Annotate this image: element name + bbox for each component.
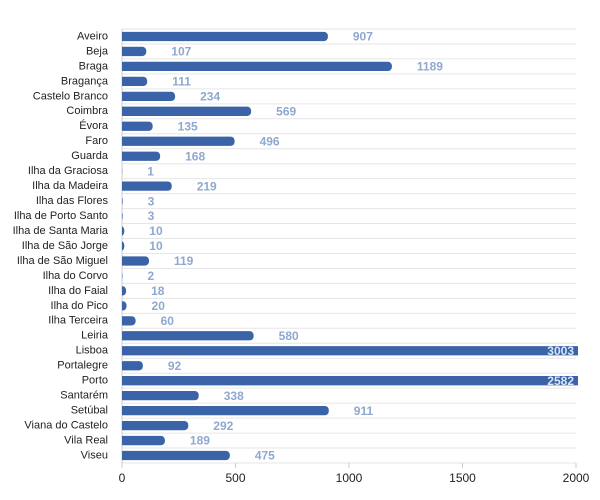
y-tick-label: Ilha de Porto Santo bbox=[14, 210, 108, 222]
bar bbox=[122, 76, 148, 87]
value-label: 234 bbox=[200, 90, 220, 104]
y-tick-label: Leiria bbox=[81, 330, 109, 342]
value-label: 92 bbox=[168, 359, 182, 373]
y-tick-label: Ilha do Faial bbox=[48, 285, 108, 297]
bar bbox=[122, 151, 161, 161]
value-label: 496 bbox=[260, 134, 280, 148]
value-label: 1189 bbox=[417, 60, 443, 74]
bar bbox=[122, 435, 165, 446]
bar bbox=[122, 61, 392, 72]
y-tick-label: Évora bbox=[79, 119, 109, 132]
value-label: 219 bbox=[197, 179, 217, 193]
x-tick-label: 2000 bbox=[563, 471, 590, 485]
bar bbox=[122, 391, 199, 401]
value-label: 3 bbox=[148, 194, 155, 208]
value-label: 135 bbox=[178, 119, 198, 133]
value-label: 292 bbox=[213, 419, 233, 433]
x-tick-label: 0 bbox=[119, 471, 126, 485]
bar bbox=[122, 286, 127, 296]
y-tick-label: Viana do Castelo bbox=[24, 419, 108, 431]
value-label: 2 bbox=[147, 269, 154, 283]
y-tick-label: Ilha da Madeira bbox=[32, 180, 109, 192]
bar bbox=[122, 346, 578, 356]
bar bbox=[122, 256, 150, 266]
y-tick-label: Portalegre bbox=[57, 360, 108, 372]
y-tick-label: Faro bbox=[85, 135, 108, 147]
y-tick-label: Ilha de São Miguel bbox=[17, 255, 108, 267]
value-label: 168 bbox=[185, 149, 205, 163]
bar bbox=[122, 405, 329, 416]
y-tick-label: Setúbal bbox=[71, 405, 108, 417]
bar bbox=[122, 121, 153, 131]
bar bbox=[122, 420, 189, 431]
y-tick-label: Beja bbox=[86, 45, 109, 57]
value-label: 111 bbox=[172, 75, 191, 89]
value-label: 3 bbox=[148, 209, 155, 223]
bar bbox=[122, 316, 136, 326]
value-label: 20 bbox=[152, 299, 166, 313]
y-tick-label: Guarda bbox=[71, 150, 109, 162]
bar bbox=[122, 31, 328, 42]
y-tick-label: Castelo Branco bbox=[33, 90, 108, 102]
y-tick-label: Porto bbox=[82, 375, 108, 387]
value-label: 10 bbox=[149, 224, 163, 238]
bar bbox=[122, 46, 147, 57]
y-tick-label: Coimbra bbox=[66, 105, 108, 117]
value-label: 1 bbox=[147, 164, 154, 178]
bar bbox=[122, 212, 123, 220]
bar bbox=[122, 106, 252, 116]
y-tick-label: Aveiro bbox=[77, 30, 108, 42]
y-tick-label: Ilha do Pico bbox=[51, 300, 108, 312]
x-tick-label: 1500 bbox=[449, 471, 476, 485]
value-label: 18 bbox=[151, 284, 165, 298]
value-label: 189 bbox=[190, 434, 210, 448]
y-tick-label: Lisboa bbox=[76, 345, 109, 357]
y-tick-label: Ilha da Graciosa bbox=[28, 165, 109, 177]
bar bbox=[122, 450, 230, 461]
value-label: 475 bbox=[255, 449, 275, 463]
bar bbox=[122, 181, 172, 191]
x-tick-label: 500 bbox=[225, 471, 245, 485]
value-label: 107 bbox=[171, 45, 191, 59]
y-tick-label: Braga bbox=[79, 60, 109, 72]
value-label: 3003 bbox=[547, 344, 574, 358]
y-tick-label: Ilha Terceira bbox=[48, 315, 109, 327]
y-tick-label: Ilha das Flores bbox=[36, 195, 109, 207]
bar bbox=[122, 136, 235, 146]
y-tick-label: Bragança bbox=[61, 75, 109, 87]
value-label: 569 bbox=[276, 104, 296, 118]
bar bbox=[122, 168, 123, 174]
y-tick-label: Ilha de Santa Maria bbox=[13, 225, 109, 237]
bar bbox=[122, 272, 123, 280]
y-tick-label: Vila Real bbox=[64, 434, 108, 446]
value-label: 119 bbox=[174, 254, 194, 268]
bar bbox=[122, 197, 123, 205]
value-label: 338 bbox=[224, 389, 244, 403]
bar bbox=[122, 376, 578, 386]
bar bbox=[122, 91, 176, 101]
value-label: 911 bbox=[354, 404, 374, 418]
value-label: 580 bbox=[279, 329, 299, 343]
bar bbox=[122, 241, 125, 251]
y-tick-label: Viseu bbox=[81, 449, 108, 461]
value-label: 2582 bbox=[547, 374, 574, 388]
value-label: 907 bbox=[353, 30, 373, 44]
bar bbox=[122, 226, 125, 236]
y-tick-label: Ilha do Corvo bbox=[43, 270, 108, 282]
y-tick-label: Ilha de São Jorge bbox=[22, 240, 108, 252]
x-tick-label: 1000 bbox=[336, 471, 363, 485]
bar bbox=[122, 301, 127, 311]
bar bbox=[122, 361, 143, 371]
value-label: 10 bbox=[149, 239, 163, 253]
bar bbox=[122, 331, 254, 341]
y-tick-label: Santarém bbox=[60, 390, 108, 402]
value-label: 60 bbox=[161, 314, 175, 328]
